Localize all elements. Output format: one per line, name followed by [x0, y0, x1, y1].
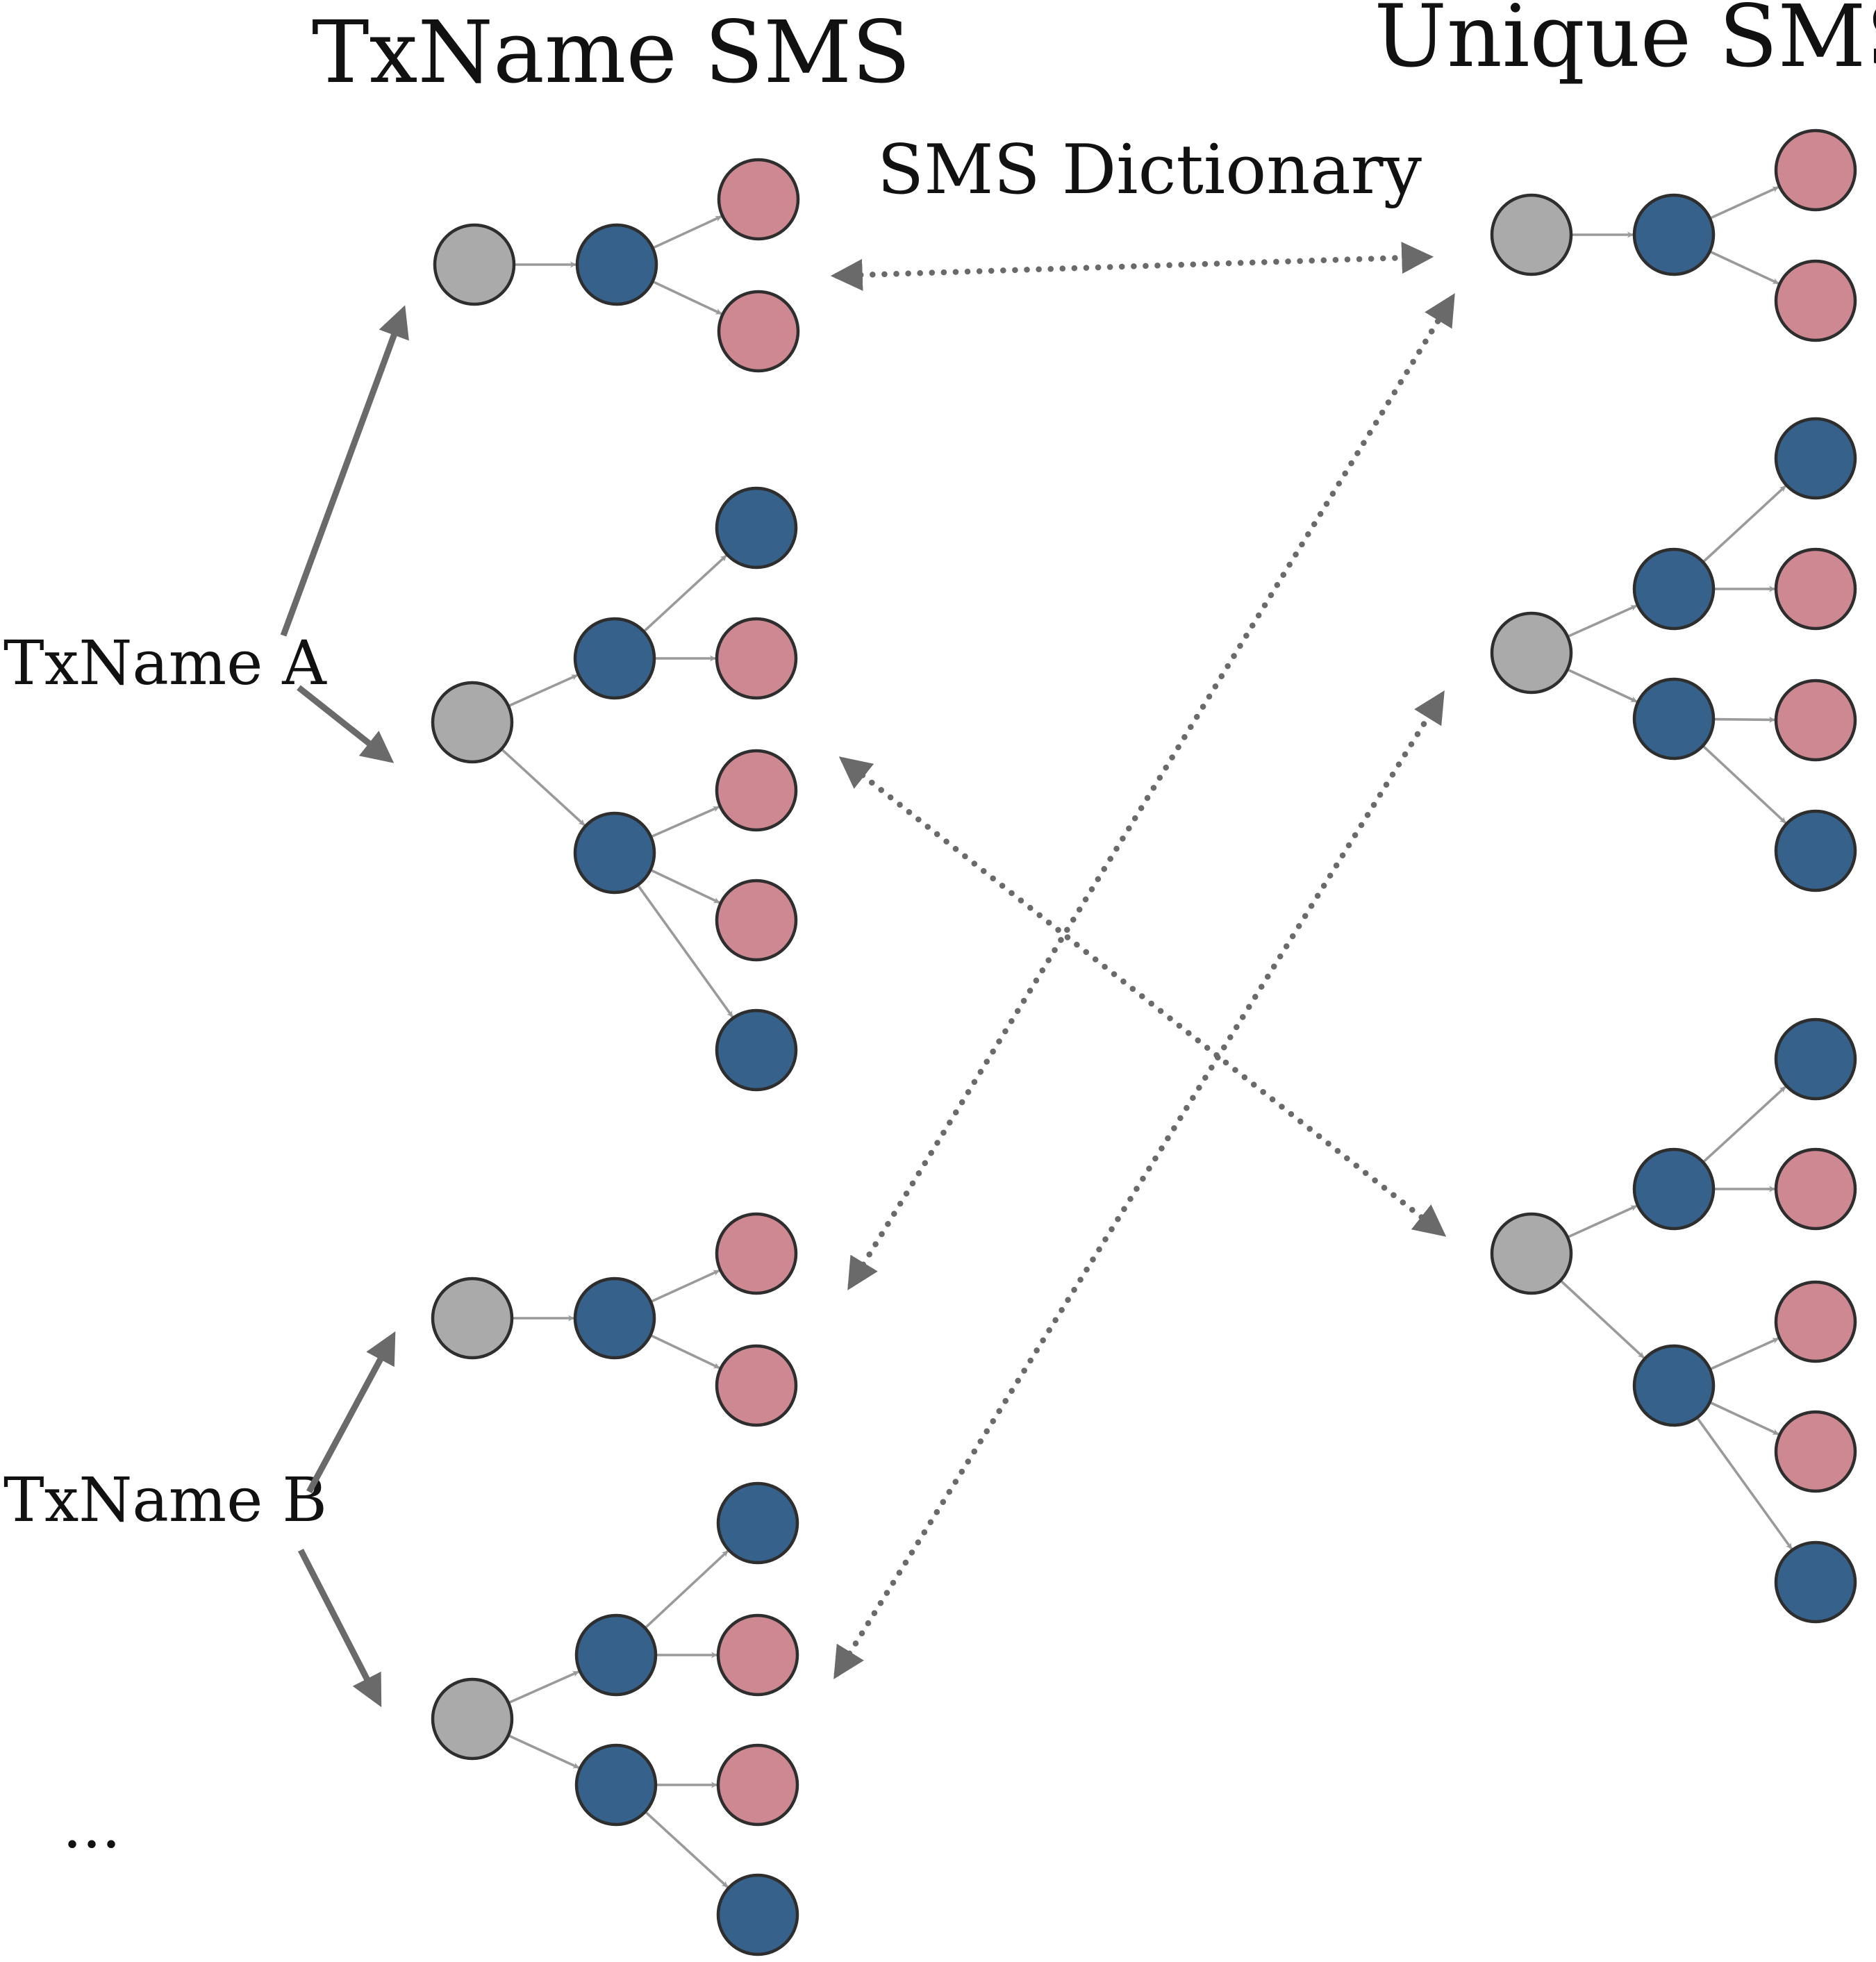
txname-sms-4-graph — [431, 1481, 799, 1956]
unique-sms-3-graph — [1490, 1017, 1857, 1624]
unique-sms-3-node-b-blue — [1632, 1344, 1716, 1427]
txname-sms-2-node-a1-blue — [715, 486, 798, 570]
unique-sms-3-node-a-blue — [1632, 1147, 1716, 1231]
unique-sms-2-edge-root-a — [1567, 604, 1637, 638]
unique-sms-3-edge-root-b — [1559, 1279, 1645, 1359]
txname-sms-2-edge-root-a — [508, 674, 578, 708]
txname-sms-2-node-a-blue — [573, 617, 656, 700]
txname-sms-3-edge-a-l2 — [649, 1333, 720, 1370]
txname-sms-3-node-l1-pink — [715, 1212, 798, 1295]
txname-sms-2-node-a2-pink — [715, 617, 798, 700]
txname-a-link-1 — [280, 305, 409, 637]
txname-sms-3-graph — [431, 1212, 798, 1427]
ellipsis-label: ... — [63, 1790, 121, 1862]
unique-sms-2-node-a1-blue — [1774, 417, 1857, 500]
txname-arrows — [280, 305, 409, 1708]
unique-sms-1-node-root-gray — [1490, 193, 1573, 276]
txname-sms-1-graph — [433, 158, 800, 373]
unique-sms-2-edge-a-a1 — [1702, 485, 1786, 563]
unique-sms-2-node-a2-pink — [1774, 547, 1857, 631]
txname-sms-2-node-b1-pink — [715, 749, 798, 832]
txname-sms-3-node-root-gray — [431, 1277, 514, 1360]
txname-sms-4-edge-a-a1 — [644, 1549, 729, 1629]
txname-sms-2-node-b2-pink — [715, 879, 798, 962]
txname-a-link-2 — [297, 685, 395, 763]
txname-sms-4-node-root-gray — [431, 1677, 514, 1761]
unique-sms-2-node-b-blue — [1632, 677, 1716, 760]
unique-sms-title: Unique SMS — [1375, 0, 1876, 87]
sms-graphs — [431, 128, 1857, 1956]
txname-sms-1-node-root-gray — [433, 223, 516, 306]
unique-sms-1-graph — [1490, 128, 1857, 342]
txname-sms-4-edge-b-b2 — [644, 1811, 729, 1888]
txname-sms-2-edge-root-b — [500, 748, 586, 826]
unique-sms-1-node-l1-pink — [1774, 128, 1857, 212]
unique-sms-3-node-b3-blue — [1774, 1540, 1857, 1624]
txname-sms-4-node-b-blue — [574, 1743, 658, 1827]
unique-sms-3-node-root-gray — [1490, 1212, 1573, 1295]
txname-sms-4-node-a1-blue — [716, 1481, 799, 1565]
txname-sms-2-node-b3-blue — [715, 1008, 798, 1092]
txname-sms-1-edge-a-l1 — [652, 215, 722, 249]
unique-sms-1-node-l2-pink — [1774, 259, 1857, 342]
txname-sms-4-node-a2-pink — [716, 1613, 799, 1697]
dictionary-link-1 — [830, 242, 1434, 291]
txname-sms-2-edge-b-b3 — [636, 884, 734, 1018]
unique-sms-1-edge-a-l1 — [1709, 185, 1779, 219]
unique-sms-3-edge-b-b2 — [1709, 1401, 1779, 1436]
unique-sms-2-node-root-gray — [1490, 611, 1573, 695]
txname-sms-2-node-b-blue — [573, 811, 656, 895]
unique-sms-2-node-a-blue — [1632, 547, 1716, 631]
unique-sms-3-node-a2-pink — [1774, 1147, 1857, 1231]
txname-sms-2-edge-b-b1 — [650, 806, 720, 838]
unique-sms-3-edge-root-a — [1567, 1204, 1638, 1239]
txname-sms-2-graph — [431, 486, 798, 1092]
unique-sms-1-node-a-blue — [1632, 193, 1716, 276]
unique-sms-3-edge-a-a1 — [1702, 1086, 1786, 1163]
unique-sms-2-edge-b-b2 — [1702, 745, 1787, 824]
txname-b-label: TxName B — [3, 1464, 327, 1536]
unique-sms-3-edge-b-b1 — [1709, 1337, 1779, 1371]
txname-sms-4-node-b1-pink — [716, 1743, 799, 1827]
dictionary-link-3 — [838, 756, 1447, 1237]
txname-sms-1-node-l2-pink — [717, 290, 800, 373]
txname-a-label: TxName A — [3, 627, 327, 699]
unique-sms-3-node-a1-blue — [1774, 1017, 1857, 1101]
unique-sms-2-edge-root-b — [1566, 668, 1638, 703]
txname-b-link-1 — [306, 1331, 396, 1494]
txname-sms-3-edge-a-l1 — [650, 1269, 720, 1303]
txname-sms-4-edge-root-a — [508, 1670, 579, 1704]
unique-sms-3-edge-b-b3 — [1695, 1417, 1793, 1550]
dictionary-arrows — [830, 242, 1455, 1679]
txname-sms-4-node-b2-blue — [716, 1873, 799, 1956]
txname-sms-2-edge-a-a1 — [642, 554, 727, 633]
sms-dictionary-label: SMS Dictionary — [877, 131, 1422, 210]
txname-sms-3-node-a-blue — [573, 1277, 656, 1360]
dictionary-link-4 — [833, 690, 1445, 1679]
unique-sms-1-edge-a-l2 — [1709, 250, 1779, 285]
txname-sms-4-edge-root-b — [508, 1734, 580, 1770]
unique-sms-2-node-b2-blue — [1774, 809, 1857, 892]
txname-sms-1-node-a-blue — [575, 223, 658, 306]
dictionary-link-2 — [847, 293, 1455, 1290]
txname-b-link-2 — [297, 1548, 382, 1708]
txname-sms-1-node-l1-pink — [717, 158, 800, 241]
unique-sms-2-node-b1-pink — [1774, 679, 1857, 762]
txname-sms-1-edge-a-l2 — [651, 280, 722, 315]
txname-sms-4-node-a-blue — [574, 1613, 658, 1697]
unique-sms-3-node-b2-pink — [1774, 1410, 1857, 1493]
unique-sms-3-node-b1-pink — [1774, 1280, 1857, 1363]
unique-sms-2-graph — [1490, 417, 1857, 892]
txname-sms-2-edge-b-b2 — [649, 868, 720, 904]
txname-sms-2-node-root-gray — [431, 681, 514, 764]
txname-sms-title: TxName SMS — [312, 3, 911, 103]
txname-sms-3-node-l2-pink — [715, 1344, 798, 1427]
